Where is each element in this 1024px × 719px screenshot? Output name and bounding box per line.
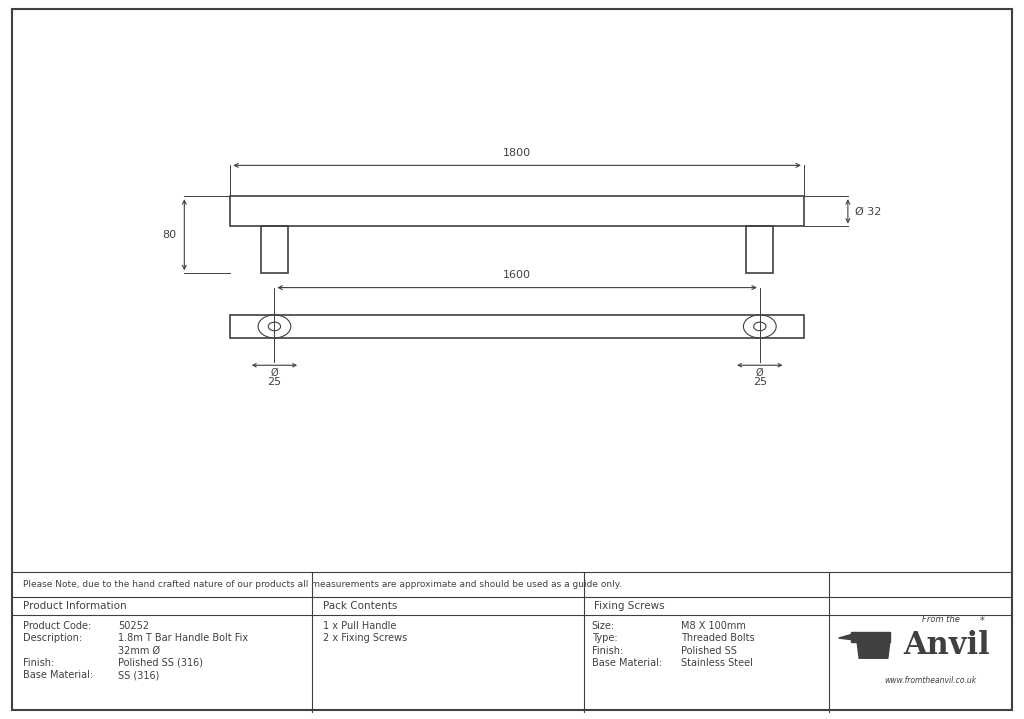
Text: 1.8m T Bar Handle Bolt Fix: 1.8m T Bar Handle Bolt Fix [118, 633, 248, 644]
Text: 25: 25 [267, 377, 282, 387]
Text: Type:: Type: [592, 633, 617, 644]
Text: Size:: Size: [592, 621, 615, 631]
Polygon shape [839, 635, 851, 640]
Polygon shape [857, 641, 890, 659]
Text: Polished SS: Polished SS [681, 646, 737, 656]
Polygon shape [851, 633, 890, 641]
Text: *: * [980, 616, 984, 626]
Text: Polished SS (316): Polished SS (316) [118, 658, 203, 668]
Text: 25: 25 [753, 377, 767, 387]
Text: www.fromtheanvil.co.uk: www.fromtheanvil.co.uk [885, 676, 977, 684]
Text: 80: 80 [162, 230, 176, 239]
Text: Ø: Ø [756, 368, 764, 378]
Text: Product Information: Product Information [23, 601, 126, 610]
Bar [261, 226, 288, 273]
Text: 32mm Ø: 32mm Ø [118, 646, 160, 656]
Text: Threaded Bolts: Threaded Bolts [681, 633, 755, 644]
Text: Ø: Ø [270, 368, 279, 378]
Text: Anvil: Anvil [903, 630, 989, 661]
Text: 1800: 1800 [503, 148, 531, 158]
Text: Ø 32: Ø 32 [855, 206, 882, 216]
Bar [230, 196, 804, 226]
Text: SS (316): SS (316) [118, 670, 159, 680]
Text: Finish:: Finish: [23, 658, 54, 668]
Text: Stainless Steel: Stainless Steel [681, 658, 753, 668]
Text: Product Code:: Product Code: [23, 621, 91, 631]
Text: From the: From the [923, 615, 959, 624]
Text: Please Note, due to the hand crafted nature of our products all measurements are: Please Note, due to the hand crafted nat… [23, 580, 622, 589]
Text: 50252: 50252 [118, 621, 148, 631]
Text: Base Material:: Base Material: [23, 670, 92, 680]
Text: Pack Contents: Pack Contents [323, 601, 397, 610]
Text: Description:: Description: [23, 633, 82, 644]
Text: 1600: 1600 [503, 270, 531, 280]
Text: M8 X 100mm: M8 X 100mm [681, 621, 745, 631]
Bar [746, 226, 773, 273]
Text: Finish:: Finish: [592, 646, 624, 656]
Bar [230, 315, 804, 338]
Text: 1 x Pull Handle: 1 x Pull Handle [323, 621, 396, 631]
Text: Fixing Screws: Fixing Screws [594, 601, 665, 610]
Text: Base Material:: Base Material: [592, 658, 662, 668]
Text: 2 x Fixing Screws: 2 x Fixing Screws [323, 633, 407, 644]
